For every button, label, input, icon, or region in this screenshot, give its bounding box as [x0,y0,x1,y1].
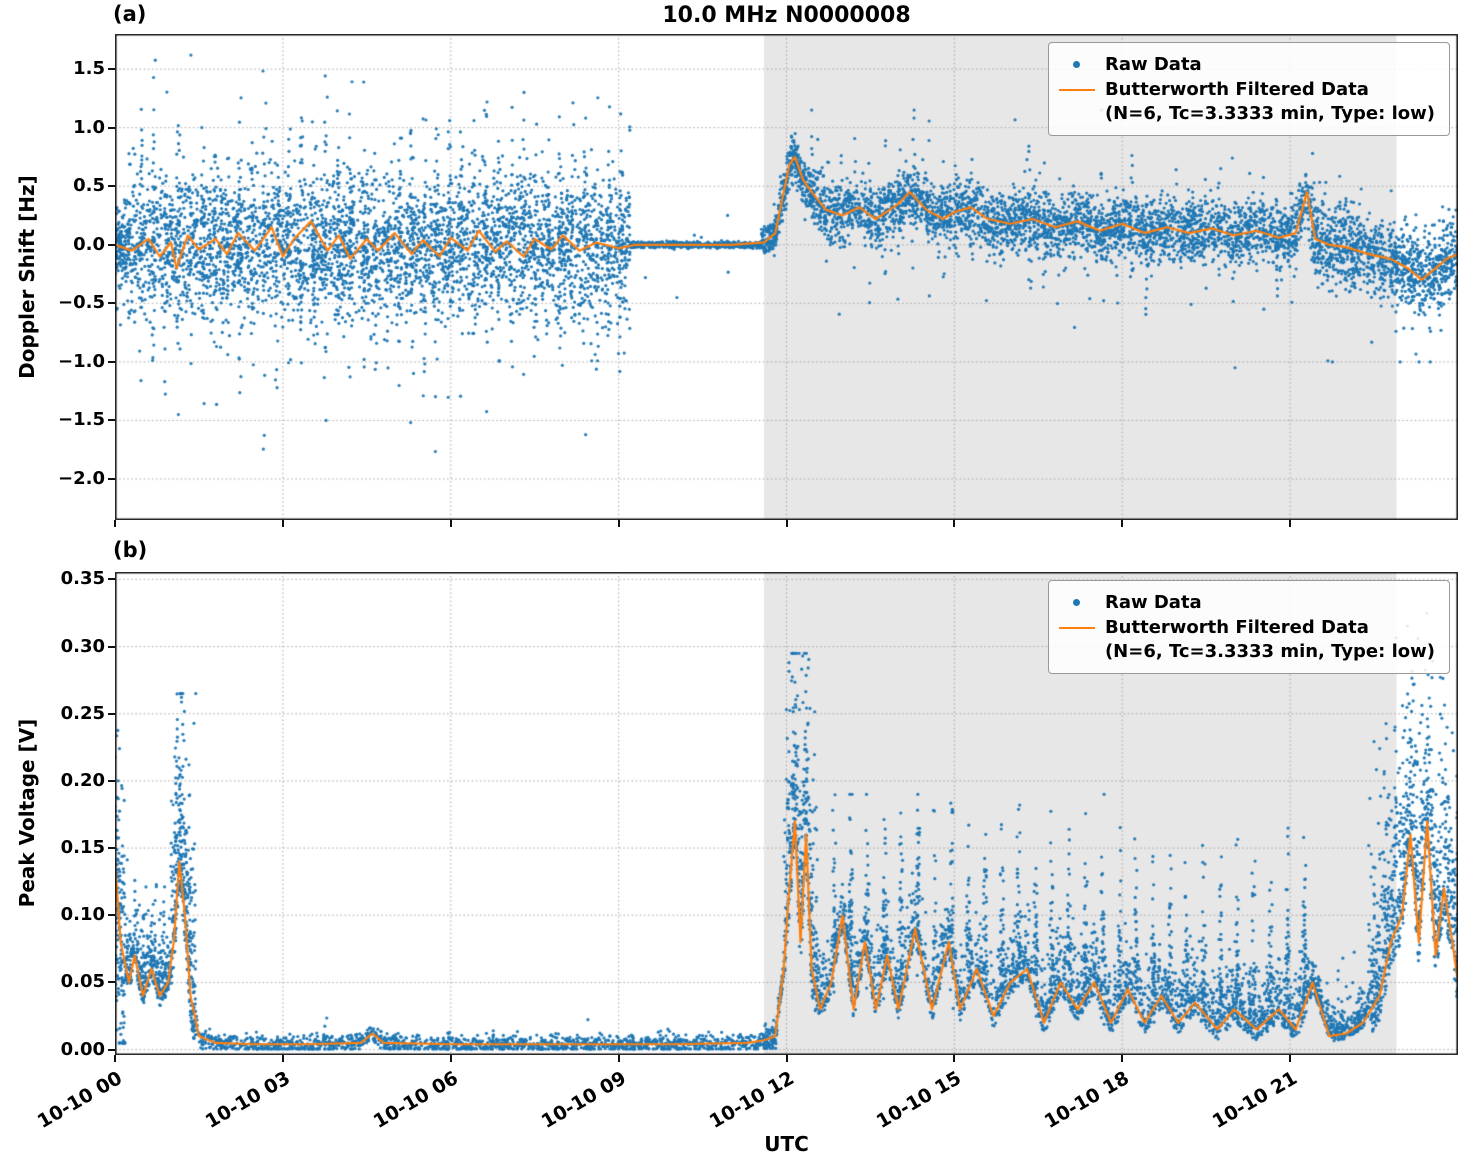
x-tick-mark [449,520,452,527]
legend-row-raw: Raw Data [1059,591,1435,614]
y-tick-mark [108,847,115,850]
raw-data-dot-icon [1073,61,1081,68]
y-tick-mark [108,578,115,581]
y-tick-label: 1.0 [73,116,105,138]
legend-raw-label: Raw Data [1104,54,1202,75]
y-tick-mark [108,981,115,984]
panel-b-label: (b) [113,538,148,562]
x-axis-label: UTC [764,1132,809,1156]
y-tick-mark [108,914,115,917]
y-tick-mark [108,243,115,246]
y-tick-mark [108,302,115,305]
legend-filtered-sublabel: (N=6, Tc=3.3333 min, Type: low) [1104,640,1435,662]
raw-data-marker-handle [1059,591,1095,606]
raw-data-dot-icon [1073,599,1081,606]
y-tick-label: 0.10 [60,904,105,926]
y-tick-mark [108,360,115,363]
x-tick-mark [785,520,788,527]
x-tick-label: 10-10 00 [33,1067,126,1133]
y-tick-label: 0.35 [60,568,105,590]
x-tick-mark [1289,1055,1292,1062]
x-tick-mark [114,1055,116,1062]
raw-data-marker-handle [1059,53,1095,68]
y-tick-mark [108,126,115,129]
y-tick-label: −1.5 [58,409,105,431]
filtered-line-marker-handle [1058,616,1095,630]
x-tick-mark [114,520,116,527]
legend-b: Raw Data Butterworth Filtered Data (N=6,… [1047,580,1450,675]
y-tick-mark [108,68,115,71]
panel-a-label: (a) [113,2,147,26]
y-tick-label: 0.30 [60,635,105,657]
legend-filtered-sublabel: (N=6, Tc=3.3333 min, Type: low) [1104,102,1435,124]
y-tick-label: 0.05 [60,971,105,993]
legend-filtered-label: Butterworth Filtered Data [1104,79,1369,101]
x-tick-mark [1121,520,1124,527]
y-tick-mark [108,645,115,648]
y-tick-label: 0.15 [60,837,105,859]
legend-a: Raw Data Butterworth Filtered Data (N=6,… [1047,42,1450,137]
figure-title: 10.0 MHz N0000008 [662,3,911,28]
y-tick-label: −1.0 [58,350,105,372]
y-tick-label: 0.00 [60,1038,105,1060]
y-tick-mark [108,419,115,422]
y-axis-label-doppler: Doppler Shift [Hz] [15,175,39,379]
legend-filtered-label: Butterworth Filtered Data [1104,617,1369,639]
x-tick-mark [617,520,620,527]
filtered-line-icon [1058,89,1095,92]
y-tick-label: 0.20 [60,769,105,791]
x-tick-mark [1121,1055,1124,1062]
y-tick-mark [108,185,115,188]
y-tick-mark [108,779,115,782]
x-tick-mark [1289,520,1292,527]
legend-row-filtered: Butterworth Filtered Data (N=6, Tc=3.333… [1058,616,1435,663]
x-tick-mark [953,1055,956,1062]
x-tick-mark [617,1055,620,1062]
y-tick-mark [108,712,115,715]
legend-row-raw: Raw Data [1059,53,1435,76]
y-tick-label: 0.0 [73,233,105,255]
x-tick-mark [281,520,284,527]
y-tick-label: 1.5 [73,58,105,80]
legend-filtered-label-block: Butterworth Filtered Data (N=6, Tc=3.333… [1105,616,1435,663]
y-tick-label: 0.25 [60,702,105,724]
filtered-line-icon [1058,627,1095,630]
x-tick-mark [785,1055,788,1062]
y-tick-label: −2.0 [58,468,105,489]
legend-filtered-label-block: Butterworth Filtered Data (N=6, Tc=3.333… [1105,78,1435,125]
y-tick-mark [108,1048,115,1051]
x-tick-mark [953,520,956,527]
x-tick-mark [449,1055,452,1062]
y-tick-label: 0.5 [73,175,105,197]
legend-row-filtered: Butterworth Filtered Data (N=6, Tc=3.333… [1058,78,1435,125]
filtered-line-marker-handle [1058,78,1095,92]
y-tick-mark [108,478,115,480]
x-tick-mark [281,1055,284,1062]
legend-raw-label: Raw Data [1104,592,1202,613]
y-tick-label: −0.5 [58,292,105,314]
